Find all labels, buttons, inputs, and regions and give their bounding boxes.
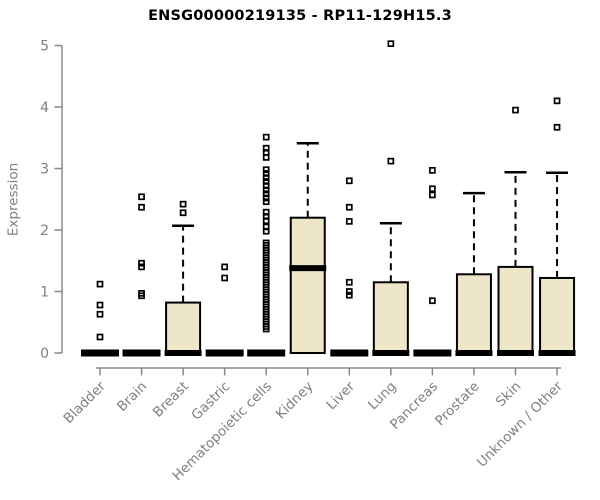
x-tick-label: Prostate: [432, 379, 483, 430]
collapsed-box-bar: [330, 349, 369, 357]
y-tick-label: 3: [40, 162, 49, 178]
outlier-point: [138, 263, 145, 271]
outlier-point: [429, 297, 436, 305]
outlier-point: [96, 301, 104, 309]
collapsed-box-bar: [122, 349, 161, 357]
outlier-point: [262, 154, 270, 161]
y-tick-label: 2: [40, 223, 49, 239]
outlier-point: [345, 278, 353, 286]
y-tick-label: 4: [40, 100, 49, 116]
outlier-point: [429, 166, 436, 174]
median-line: [164, 350, 202, 356]
outlier-point: [96, 310, 104, 318]
outlier-point: [553, 97, 561, 105]
outlier-point: [221, 263, 228, 271]
outlier-point: [96, 333, 104, 341]
x-tick-label: Lung: [365, 379, 400, 414]
collapsed-box-bar: [247, 349, 286, 357]
outlier-point: [345, 203, 353, 211]
outlier-point: [262, 174, 270, 182]
outlier-point: [512, 106, 519, 114]
median-line: [455, 350, 493, 356]
collapsed-box-bar: [413, 349, 452, 357]
median-line: [372, 350, 410, 356]
box: [455, 273, 492, 354]
outlier-point: [262, 166, 270, 174]
outlier-point: [179, 209, 187, 217]
median-line: [289, 265, 327, 272]
chart-title: ENSG00000219135 - RP11-129H15.3: [148, 8, 452, 24]
median-line: [497, 350, 534, 356]
x-tick-label: Kidney: [273, 379, 317, 423]
outlier-point: [262, 133, 270, 141]
outlier-point: [96, 280, 104, 288]
outlier-point: [345, 177, 353, 185]
x-tick-label: Brain: [114, 379, 150, 415]
x-tick-label: Breast: [150, 379, 192, 421]
collapsed-box-bar: [81, 349, 119, 357]
outlier-point: [553, 123, 561, 131]
outlier-point: [387, 157, 395, 165]
box: [372, 281, 409, 354]
x-tick-label: Liver: [323, 378, 358, 413]
outlier-point: [262, 194, 270, 202]
y-tick-label: 5: [40, 39, 49, 55]
outlier-point: [138, 203, 145, 211]
outlier-point: [262, 325, 270, 333]
outlier-point: [262, 186, 270, 194]
outlier-point: [387, 40, 395, 48]
outlier-point: [262, 217, 270, 225]
outlier-point: [262, 227, 270, 235]
outlier-point: [138, 259, 145, 267]
y-tick-label: 0: [40, 346, 49, 362]
outlier-point: [345, 291, 353, 299]
median-line: [538, 350, 576, 356]
x-tick-label: Skin: [493, 379, 525, 411]
outlier-point: [345, 288, 353, 295]
y-tick-label: 1: [40, 285, 49, 301]
outlier-point: [179, 200, 187, 208]
box: [539, 276, 576, 354]
outlier-point: [221, 274, 228, 282]
box: [165, 301, 202, 355]
x-tick-label: Bladder: [61, 378, 110, 427]
outlier-point: [345, 218, 353, 225]
outlier-point: [429, 191, 436, 199]
outlier-point: [429, 185, 436, 193]
box: [497, 265, 534, 354]
box: [289, 216, 326, 354]
outlier-point: [138, 292, 145, 300]
outlier-point: [138, 193, 145, 201]
outlier-point: [262, 198, 270, 206]
collapsed-box-bar: [205, 349, 244, 357]
